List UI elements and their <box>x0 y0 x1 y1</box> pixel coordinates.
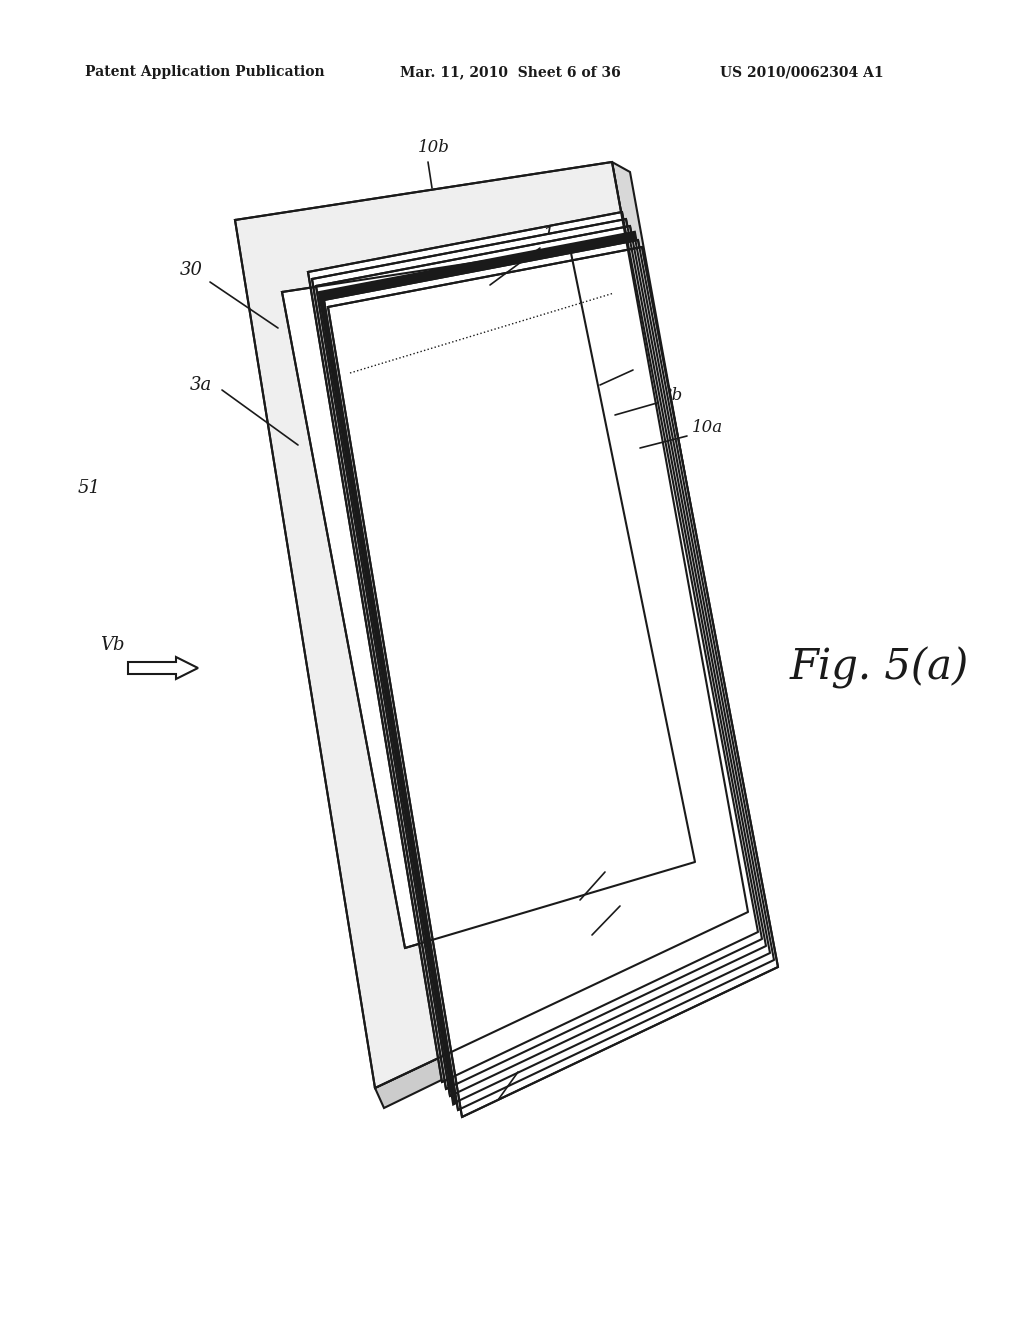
Text: Vb: Vb <box>100 636 125 653</box>
Polygon shape <box>312 219 762 1089</box>
Text: Patent Application Publication: Patent Application Publication <box>85 65 325 79</box>
Text: 2b: 2b <box>638 354 659 371</box>
Text: 2a: 2a <box>622 883 642 900</box>
Text: Mar. 11, 2010  Sheet 6 of 36: Mar. 11, 2010 Sheet 6 of 36 <box>400 65 621 79</box>
Polygon shape <box>316 226 766 1096</box>
Polygon shape <box>319 234 770 1104</box>
Text: 3a: 3a <box>190 376 212 393</box>
Polygon shape <box>319 234 770 1104</box>
Text: 10b: 10b <box>418 140 450 157</box>
Text: 3b: 3b <box>662 387 683 404</box>
Polygon shape <box>324 240 774 1110</box>
Text: 30: 30 <box>180 261 203 279</box>
Polygon shape <box>612 162 766 921</box>
Text: 10a: 10a <box>518 1049 549 1067</box>
Text: 1: 1 <box>543 226 555 244</box>
Polygon shape <box>234 162 748 1088</box>
Polygon shape <box>128 657 198 678</box>
Polygon shape <box>328 247 778 1117</box>
Polygon shape <box>282 248 695 948</box>
Text: 51: 51 <box>78 479 101 498</box>
Polygon shape <box>375 912 766 1107</box>
Polygon shape <box>308 213 758 1082</box>
Text: Fig. 5(a): Fig. 5(a) <box>790 647 970 689</box>
Text: 10a: 10a <box>692 420 723 437</box>
Text: US 2010/0062304 A1: US 2010/0062304 A1 <box>720 65 884 79</box>
Text: 10b: 10b <box>607 850 639 866</box>
